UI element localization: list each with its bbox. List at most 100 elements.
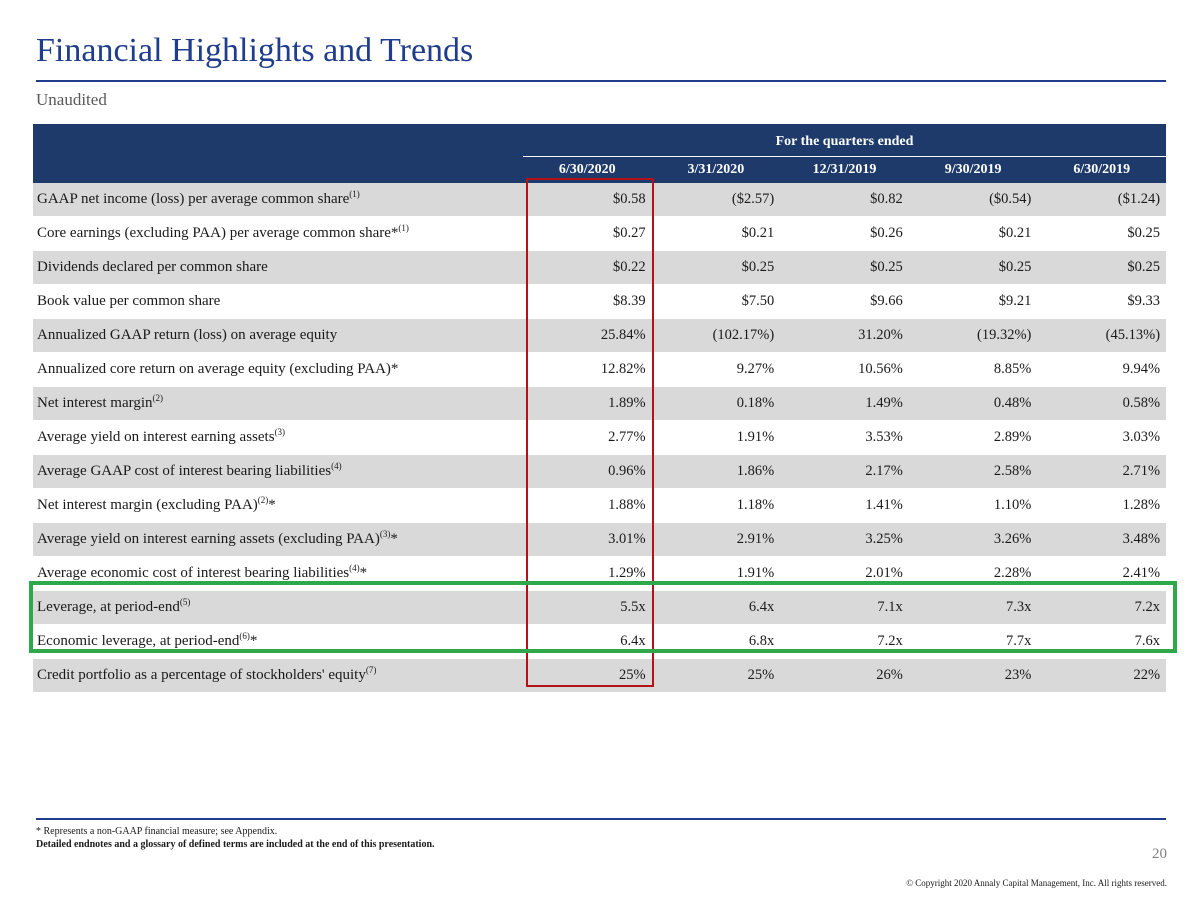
- footnote-ref: (5): [179, 597, 191, 607]
- row-label-text: Average GAAP cost of interest bearing li…: [37, 463, 332, 479]
- row-label-text: Book value per common share: [37, 293, 221, 309]
- row-label-text: Economic leverage, at period-end: [37, 633, 240, 649]
- value-cell: 1.89%: [523, 386, 652, 421]
- footnote-ref: (1): [398, 223, 409, 233]
- row-label: GAAP net income (loss) per average commo…: [33, 183, 523, 217]
- table-row: Book value per common share $8.39 $7.50 $9.…: [33, 284, 1167, 319]
- value-cell: 3.01%: [523, 522, 652, 557]
- value-cell: 0.58%: [1037, 386, 1167, 421]
- value-cell: $0.21: [908, 216, 1038, 251]
- copyright-notice: © Copyright 2020 Annaly Capital Manageme…: [906, 878, 1167, 888]
- row-label: Net interest margin (excluding PAA)(2)*: [33, 488, 523, 523]
- financial-table-container: For the quarters ended 6/30/2020 3/31/202…: [33, 124, 1167, 693]
- value-cell: 7.7x: [908, 624, 1038, 659]
- value-cell: ($2.57): [651, 183, 781, 217]
- value-cell: 2.01%: [780, 556, 909, 591]
- value-cell: 7.6x: [1037, 624, 1167, 659]
- table-row: Core earnings (excluding PAA) per averag…: [33, 216, 1167, 251]
- row-label-text: Annualized GAAP return (loss) on average…: [37, 327, 338, 343]
- row-label: Economic leverage, at period-end(6)*: [33, 624, 523, 659]
- value-cell: 2.28%: [908, 556, 1038, 591]
- value-cell: (45.13%): [1037, 318, 1167, 353]
- value-cell: $0.21: [651, 216, 781, 251]
- table-row: Average yield on interest earning assets…: [33, 522, 1167, 557]
- table-row: Leverage, at period-end(5) 5.5x 6.4x 7.1x 7.…: [33, 590, 1167, 625]
- value-cell: ($1.24): [1037, 183, 1167, 217]
- value-cell: 1.49%: [780, 386, 909, 421]
- value-cell: 6.8x: [651, 624, 781, 659]
- non-gaap-marker: *: [359, 565, 368, 581]
- table-row: Net interest margin (excluding PAA)(2)* 1…: [33, 488, 1167, 523]
- value-cell: 2.17%: [780, 454, 909, 489]
- value-cell: 3.26%: [908, 522, 1038, 557]
- value-cell: 3.03%: [1037, 420, 1167, 455]
- row-label: Annualized GAAP return (loss) on average…: [33, 318, 523, 353]
- value-cell: 23%: [908, 658, 1038, 693]
- footnote-ref: (2): [152, 393, 164, 403]
- row-label-text: Net interest margin: [37, 395, 153, 411]
- column-header: 6/30/2020: [523, 156, 652, 183]
- value-cell: 7.2x: [1037, 590, 1167, 625]
- value-cell: 10.56%: [780, 352, 909, 387]
- non-gaap-marker: *: [249, 633, 258, 649]
- value-cell: 25%: [523, 658, 652, 693]
- footnote-ref: (6): [239, 631, 250, 641]
- table-row: GAAP net income (loss) per average commo…: [33, 183, 1167, 217]
- value-cell: (102.17%): [651, 318, 781, 353]
- value-cell: 2.91%: [651, 522, 781, 557]
- value-cell: 2.71%: [1037, 454, 1167, 489]
- value-cell: 1.10%: [908, 488, 1038, 523]
- table-row: Average economic cost of interest bearin…: [33, 556, 1167, 591]
- value-cell: $9.33: [1037, 284, 1167, 319]
- footnote-ref: (2): [257, 495, 269, 505]
- row-label: Credit portfolio as a percentage of stoc…: [33, 658, 523, 693]
- table-row: Dividends declared per common share $0.22…: [33, 250, 1167, 285]
- value-cell: 2.89%: [908, 420, 1038, 455]
- group-header: For the quarters ended: [523, 124, 1167, 157]
- header-blank-cell: [33, 124, 523, 157]
- row-label-text: Dividends declared per common share: [37, 259, 268, 275]
- table-body: GAAP net income (loss) per average commo…: [33, 183, 1167, 693]
- value-cell: $0.25: [908, 250, 1038, 285]
- row-label: Average economic cost of interest bearin…: [33, 556, 523, 591]
- footnote-ref: (3): [379, 529, 391, 539]
- value-cell: $0.26: [780, 216, 909, 251]
- column-header: 3/31/2020: [651, 156, 781, 183]
- value-cell: 0.48%: [908, 386, 1038, 421]
- value-cell: ($0.54): [908, 183, 1038, 217]
- row-label-text: Average economic cost of interest bearin…: [37, 565, 350, 581]
- value-cell: 3.53%: [780, 420, 909, 455]
- value-cell: 3.25%: [780, 522, 909, 557]
- table-row: Annualized core return on average equity…: [33, 352, 1167, 387]
- value-cell: 3.48%: [1037, 522, 1167, 557]
- value-cell: 7.1x: [780, 590, 909, 625]
- value-cell: 25%: [651, 658, 781, 693]
- footnote-ref: (4): [331, 461, 342, 471]
- value-cell: 2.77%: [523, 420, 652, 455]
- column-header: 9/30/2019: [908, 156, 1038, 183]
- value-cell: $9.66: [780, 284, 909, 319]
- value-cell: $0.25: [1037, 250, 1167, 285]
- table-row: Average yield on interest earning assets…: [33, 420, 1167, 455]
- table-row: Annualized GAAP return (loss) on average…: [33, 318, 1167, 353]
- value-cell: 1.29%: [523, 556, 652, 591]
- row-label: Core earnings (excluding PAA) per averag…: [33, 216, 523, 251]
- row-label-text: Net interest margin (excluding PAA): [37, 497, 258, 513]
- value-cell: 1.86%: [651, 454, 781, 489]
- value-cell: 1.91%: [651, 556, 781, 591]
- row-label-text: Average yield on interest earning assets…: [37, 531, 380, 547]
- row-label: Average yield on interest earning assets…: [33, 420, 523, 455]
- row-label-text: Average yield on interest earning assets: [37, 429, 275, 445]
- value-cell: 7.3x: [908, 590, 1038, 625]
- non-gaap-marker: *: [268, 497, 276, 513]
- value-cell: $0.58: [523, 183, 652, 217]
- row-label: Average GAAP cost of interest bearing li…: [33, 454, 523, 489]
- value-cell: 2.58%: [908, 454, 1038, 489]
- table-column-header-row: 6/30/2020 3/31/2020 12/31/2019 9/30/2019 6/3…: [33, 156, 1167, 183]
- value-cell: 5.5x: [523, 590, 652, 625]
- row-label-text: Annualized core return on average equity…: [37, 361, 399, 377]
- row-label: Average yield on interest earning assets…: [33, 522, 523, 557]
- page-subtitle: Unaudited: [36, 90, 107, 109]
- value-cell: 25.84%: [523, 318, 652, 353]
- value-cell: $0.25: [651, 250, 781, 285]
